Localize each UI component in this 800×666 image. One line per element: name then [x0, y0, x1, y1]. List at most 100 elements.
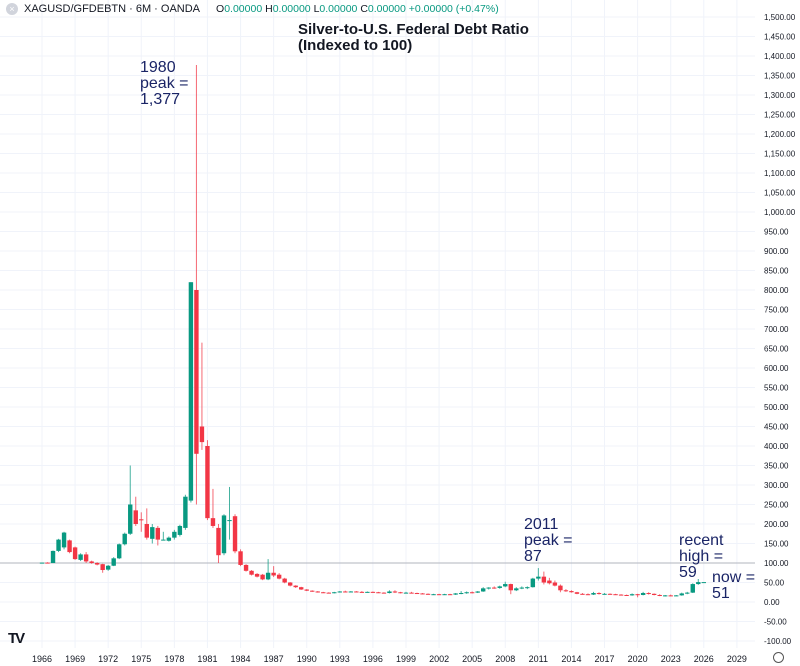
candle-down [293, 585, 298, 588]
y-tick-label: 1,200.00 [764, 130, 796, 139]
x-tick-label: 1984 [231, 654, 251, 664]
candle-down [624, 594, 629, 596]
candle-down [83, 554, 89, 562]
candle-up [442, 594, 447, 596]
y-tick-label: 1,300.00 [764, 91, 796, 100]
y-tick-label: 300.00 [764, 481, 789, 490]
candle-down [343, 591, 348, 593]
candle-down [94, 563, 100, 565]
candle-up [486, 587, 491, 589]
candle-up [122, 533, 127, 545]
candle-down [45, 562, 50, 564]
candle-down [607, 593, 613, 595]
y-tick-label: 200.00 [764, 520, 789, 529]
x-tick-label: 1999 [396, 654, 416, 664]
y-tick-label: 800.00 [764, 286, 789, 295]
close-icon[interactable]: × [6, 3, 18, 15]
candle-down [299, 587, 304, 590]
x-tick-label: 2017 [595, 654, 615, 664]
candle-up [183, 496, 188, 528]
annotation-2011-peak: 2011 peak = 87 [524, 516, 573, 565]
y-tick-label: 350.00 [764, 462, 789, 471]
candle-up [105, 565, 111, 570]
candle-down [89, 561, 94, 563]
candle-down [398, 592, 403, 594]
candle-down [232, 516, 238, 552]
y-tick-label: 1,250.00 [764, 111, 796, 120]
candle-down [447, 594, 453, 596]
candle-down [133, 510, 138, 524]
y-tick-label: -100.00 [764, 637, 792, 646]
gear-icon[interactable] [773, 652, 784, 663]
x-tick-label: 2023 [661, 654, 681, 664]
tradingview-logo[interactable]: TV [8, 630, 25, 647]
candle-down [321, 592, 326, 594]
candle-up [128, 504, 133, 534]
symbol-label[interactable]: XAGUSD/GFDEBTN · 6M · OANDA [24, 3, 201, 15]
candle-up [662, 595, 668, 597]
change-readout: +0.00000 (+0.47%) [408, 3, 499, 15]
candle-up [690, 584, 695, 593]
annotation-recent-high: recent high = 59 [679, 532, 724, 581]
candle-down [249, 570, 254, 575]
candle-up [50, 550, 56, 563]
candle-down [260, 574, 265, 580]
candle-down [646, 593, 651, 595]
candle-down [194, 290, 199, 454]
x-tick-label: 2011 [529, 654, 548, 664]
candle-down [492, 587, 497, 589]
y-tick-label: 1,150.00 [764, 150, 796, 159]
x-tick-label: 2008 [495, 654, 515, 664]
candle-down [72, 547, 78, 560]
candle-up [530, 578, 536, 588]
x-tick-label: 2005 [462, 654, 482, 664]
candle-up [365, 591, 370, 593]
x-tick-label: 1996 [363, 654, 383, 664]
candle-down [580, 593, 585, 595]
candle-up [525, 587, 530, 589]
candle-down [144, 524, 149, 538]
candle-up [431, 594, 436, 596]
candle-down [409, 592, 414, 594]
candle-down [326, 592, 331, 594]
candle-up [332, 592, 337, 594]
x-tick-label: 2026 [694, 654, 714, 664]
x-tick-label: 1969 [65, 654, 85, 664]
x-tick-label: 1981 [197, 654, 217, 664]
candle-down [216, 527, 221, 556]
candle-up [117, 544, 122, 559]
candle-down [541, 576, 547, 583]
candle-up [679, 593, 684, 596]
candle-up [150, 527, 155, 539]
candle-up [111, 558, 116, 566]
candle-down [569, 591, 574, 593]
candle-up [39, 562, 45, 564]
y-tick-label: 50.00 [764, 579, 785, 588]
candle-up [701, 582, 706, 584]
candle-up [514, 588, 519, 591]
y-tick-label: 400.00 [764, 442, 789, 451]
ohlc-readout: O0.00000 H0.00000 L0.00000 C0.00000 +0.0… [216, 3, 499, 15]
candle-down [271, 572, 276, 576]
symbol-header: × XAGUSD/GFDEBTN · 6M · OANDA O0.00000 H… [6, 3, 499, 15]
candle-down [414, 593, 420, 595]
candle-down [508, 584, 513, 591]
y-tick-label: 1,400.00 [764, 52, 796, 61]
candle-down [304, 589, 309, 591]
candle-down [310, 590, 315, 592]
candle-down [315, 591, 320, 593]
candle-up [166, 537, 172, 541]
x-tick-label: 1966 [32, 654, 52, 664]
y-tick-label: -50.00 [764, 618, 787, 627]
annotation-1980-peak: 1980 peak = 1,377 [140, 59, 189, 108]
candle-up [475, 591, 480, 593]
candle-up [161, 539, 166, 541]
candle-down [139, 519, 144, 521]
candle-up [221, 515, 227, 554]
candle-down [376, 592, 381, 594]
candle-down [436, 594, 442, 596]
candle-down [67, 540, 72, 553]
candle-down [276, 574, 282, 579]
candle-up [591, 593, 596, 595]
